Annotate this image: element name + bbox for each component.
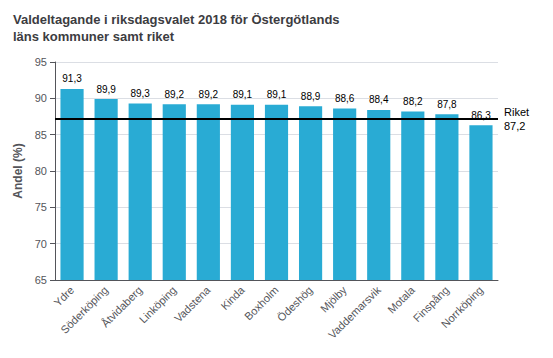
svg-text:Andel (%): Andel (%) — [11, 143, 25, 198]
svg-text:Motala: Motala — [385, 283, 417, 315]
svg-text:88,9: 88,9 — [301, 91, 321, 102]
svg-text:91,3: 91,3 — [62, 73, 82, 84]
svg-text:89,2: 89,2 — [165, 89, 185, 100]
svg-text:Söderköping: Söderköping — [58, 284, 110, 336]
svg-text:89,3: 89,3 — [130, 88, 150, 99]
svg-text:Ödeshög: Ödeshög — [275, 284, 315, 324]
svg-text:89,1: 89,1 — [233, 89, 253, 100]
svg-text:90: 90 — [35, 92, 47, 104]
svg-text:Norrköping: Norrköping — [439, 284, 485, 330]
svg-text:Boxholm: Boxholm — [242, 283, 281, 323]
svg-text:85: 85 — [35, 129, 47, 141]
svg-text:87,8: 87,8 — [437, 99, 457, 110]
svg-text:Finspång: Finspång — [410, 283, 452, 325]
svg-text:Kinda: Kinda — [218, 283, 247, 312]
svg-text:80: 80 — [35, 165, 47, 177]
svg-text:Åtvidaberg: Åtvidaberg — [99, 284, 145, 330]
svg-text:89,9: 89,9 — [96, 84, 116, 95]
svg-text:läns kommuner samt riket: läns kommuner samt riket — [13, 29, 175, 44]
svg-text:95: 95 — [35, 56, 47, 68]
svg-text:89,1: 89,1 — [267, 89, 287, 100]
svg-text:88,4: 88,4 — [369, 94, 389, 105]
svg-text:Ydre: Ydre — [51, 284, 76, 309]
svg-text:75: 75 — [35, 201, 47, 213]
svg-text:70: 70 — [35, 238, 47, 250]
svg-text:Vaddemarsvik: Vaddemarsvik — [326, 283, 383, 340]
svg-text:88,2: 88,2 — [403, 96, 423, 107]
svg-text:Valdeltagande i riksdagsvalet: Valdeltagande i riksdagsvalet 2018 för Ö… — [13, 12, 340, 27]
svg-text:86,3: 86,3 — [471, 109, 491, 121]
svg-text:Mjölby: Mjölby — [318, 283, 349, 314]
svg-text:Riket: Riket — [504, 106, 529, 118]
svg-text:65: 65 — [35, 274, 47, 286]
svg-text:89,2: 89,2 — [199, 89, 219, 100]
svg-text:87,2: 87,2 — [504, 120, 525, 132]
svg-text:88,6: 88,6 — [335, 93, 355, 104]
svg-text:Linköping: Linköping — [137, 284, 179, 326]
svg-text:Vadstena: Vadstena — [172, 283, 213, 324]
